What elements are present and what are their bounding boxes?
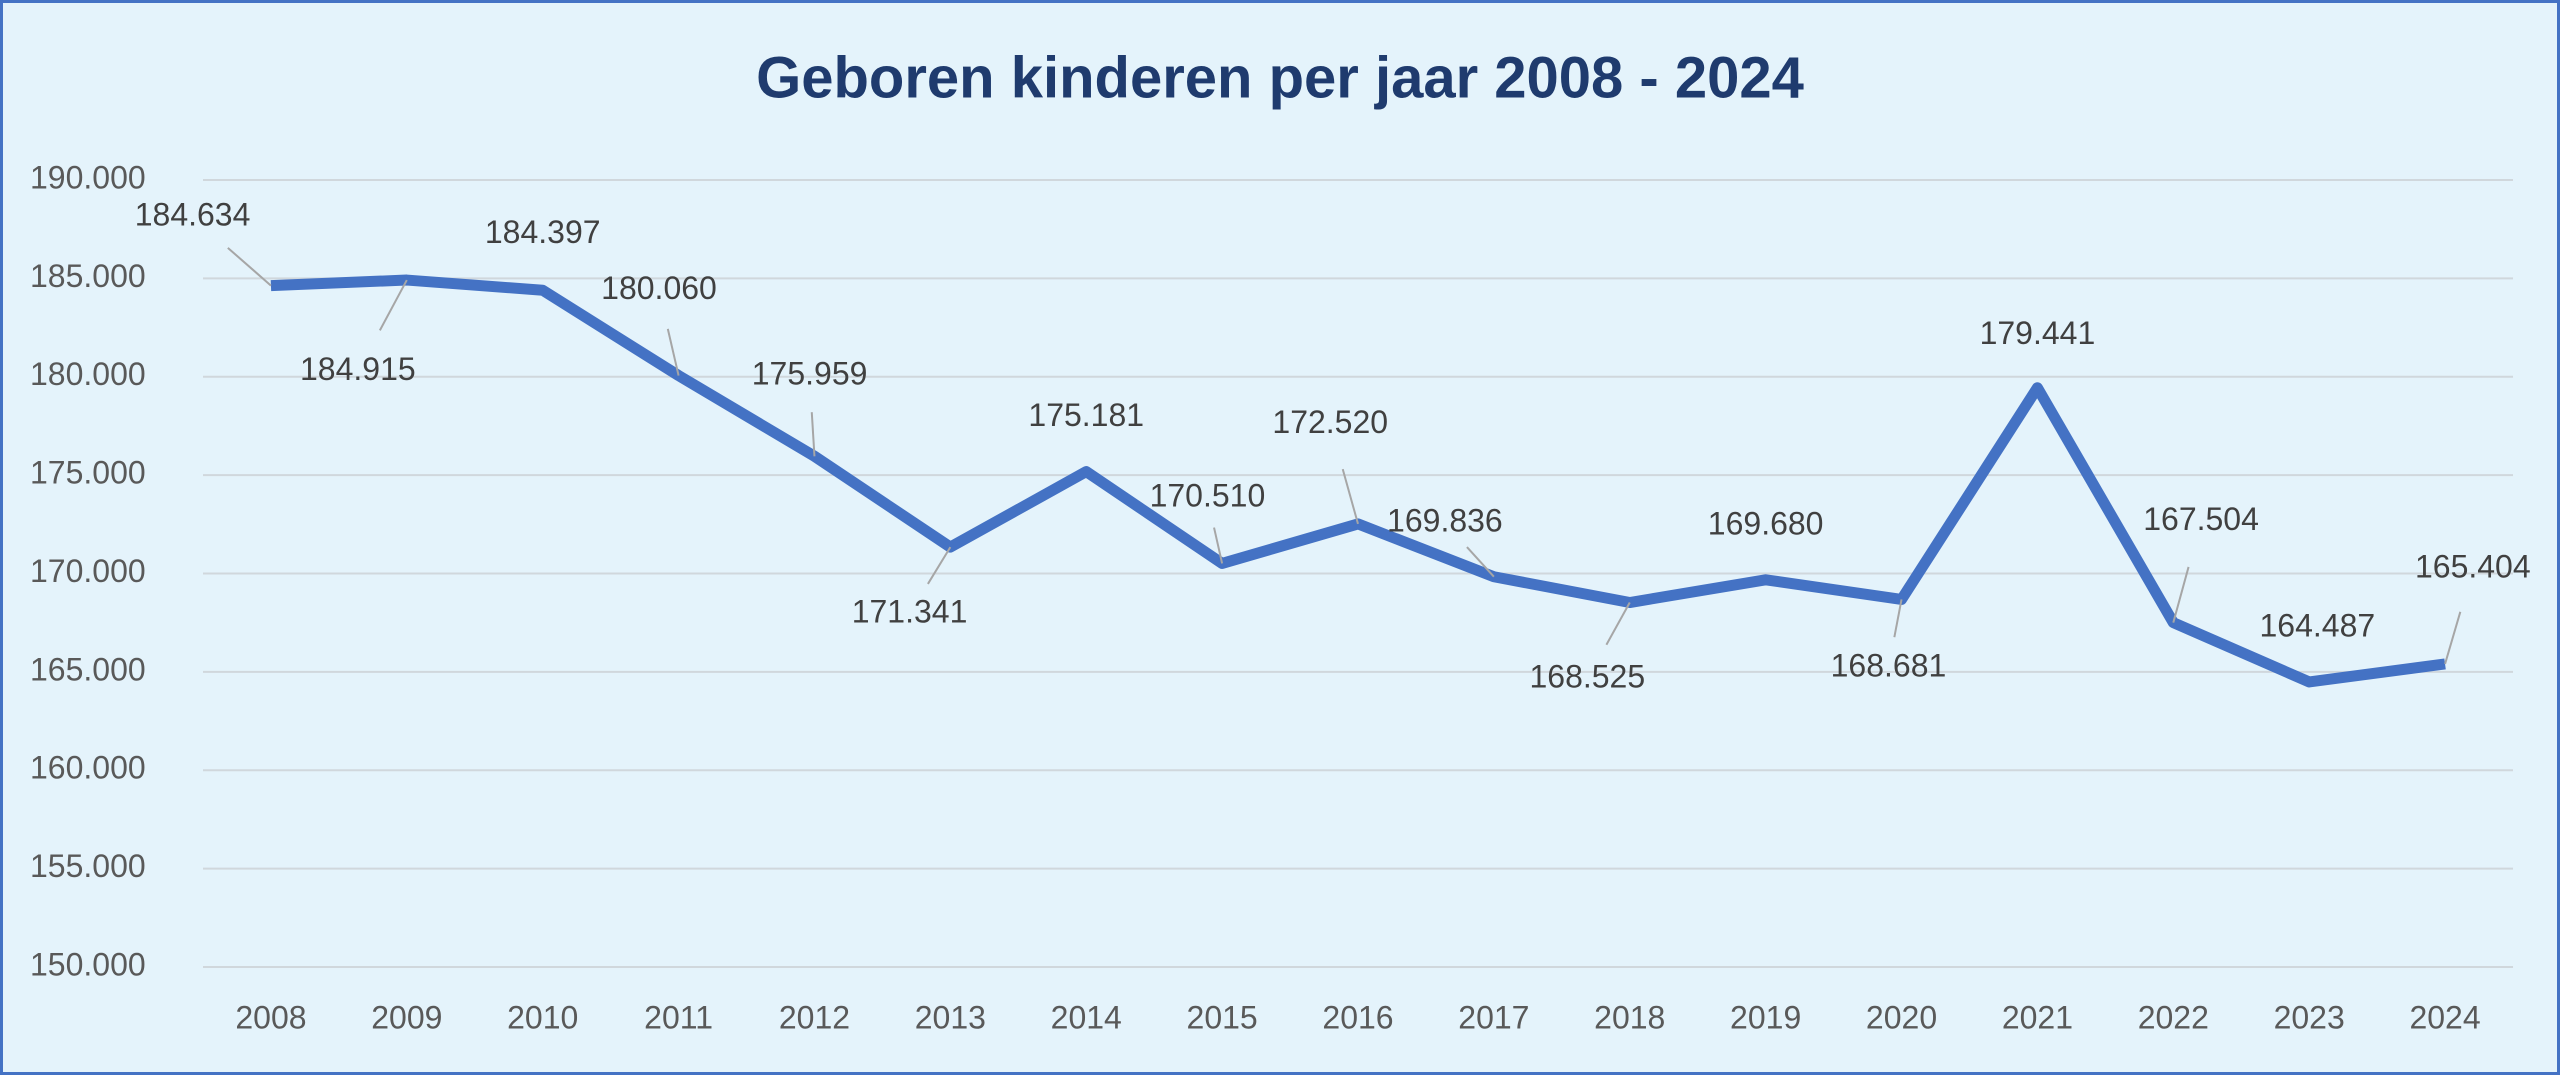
x-tick-label: 2008 [235, 999, 306, 1035]
leader-line [927, 546, 952, 585]
data-label: 168.681 [1831, 647, 1947, 683]
data-label: 179.441 [1980, 315, 2096, 351]
data-label: 184.397 [485, 214, 601, 250]
data-label: 169.680 [1708, 505, 1824, 541]
x-tick-label: 2012 [779, 999, 850, 1035]
leader-line [1893, 599, 1903, 638]
x-tick-label: 2010 [507, 999, 578, 1035]
leader-line [1605, 602, 1631, 646]
y-tick-label: 185.000 [30, 258, 146, 294]
data-label: 184.915 [300, 351, 416, 387]
y-tick-label: 160.000 [30, 750, 146, 786]
x-tick-label: 2020 [1866, 999, 1937, 1035]
x-tick-label: 2023 [2274, 999, 2345, 1035]
data-label: 169.836 [1387, 502, 1503, 538]
y-tick-label: 170.000 [30, 553, 146, 589]
y-tick-label: 190.000 [30, 159, 146, 195]
x-tick-label: 2009 [371, 999, 442, 1035]
x-tick-label: 2015 [1187, 999, 1258, 1035]
leader-line [1213, 527, 1224, 564]
data-label: 171.341 [852, 594, 968, 630]
data-label: 184.634 [135, 196, 251, 232]
x-tick-label: 2018 [1594, 999, 1665, 1035]
leader-line [1466, 546, 1495, 578]
data-label: 168.525 [1529, 659, 1645, 695]
y-tick-label: 165.000 [30, 651, 146, 687]
x-tick-label: 2021 [2002, 999, 2073, 1035]
y-tick-label: 175.000 [30, 455, 146, 491]
data-label: 180.060 [601, 270, 717, 306]
data-label: 172.520 [1272, 404, 1388, 440]
leader-line [2172, 566, 2190, 623]
data-label: 175.181 [1028, 397, 1144, 433]
chart-title: Geboren kinderen per jaar 2008 - 2024 [756, 45, 1804, 110]
leader-line [666, 328, 680, 376]
x-tick-label: 2017 [1458, 999, 1529, 1035]
data-label: 165.404 [2415, 549, 2531, 585]
leader-line [227, 247, 272, 287]
y-tick-label: 150.000 [30, 946, 146, 982]
leader-line [378, 279, 408, 331]
x-tick-label: 2016 [1322, 999, 1393, 1035]
data-label: 167.504 [2143, 501, 2259, 537]
x-tick-label: 2022 [2138, 999, 2209, 1035]
x-tick-label: 2011 [644, 999, 713, 1035]
x-tick-label: 2019 [1730, 999, 1801, 1035]
x-tick-label: 2013 [915, 999, 986, 1035]
leader-line [1341, 468, 1359, 525]
data-label: 164.487 [2260, 608, 2376, 644]
leader-line [2444, 611, 2462, 665]
x-tick-label: 2024 [2409, 999, 2480, 1035]
x-tick-label: 2014 [1051, 999, 1122, 1035]
data-label: 175.959 [752, 356, 868, 392]
leader-line [810, 412, 816, 457]
y-tick-label: 155.000 [30, 848, 146, 884]
data-label: 170.510 [1150, 478, 1266, 514]
y-tick-label: 180.000 [30, 356, 146, 392]
